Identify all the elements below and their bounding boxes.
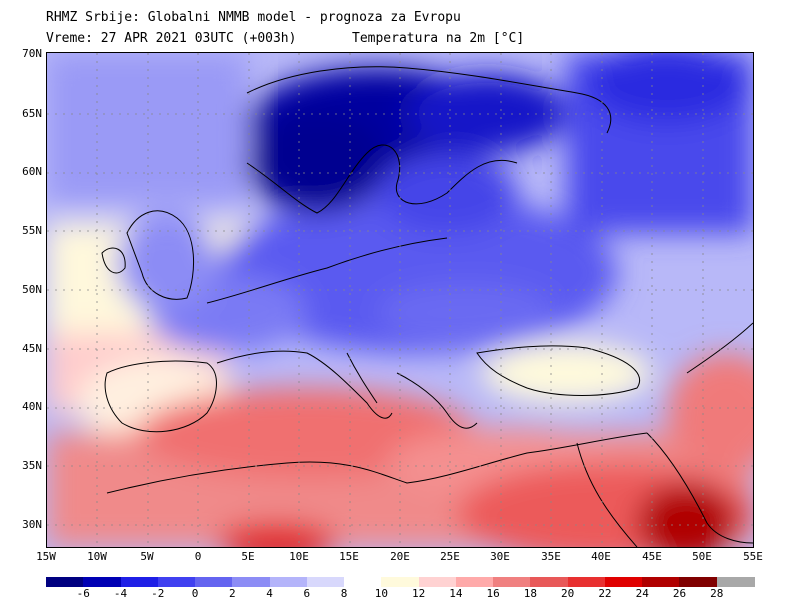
lon-label: 55E (743, 550, 763, 563)
field-name: Temperatura na 2m [°C] (352, 31, 525, 46)
legend-swatch (530, 577, 569, 587)
legend-label: 28 (710, 587, 724, 600)
legend-swatch (306, 577, 345, 587)
lon-label: 15W (36, 550, 56, 563)
lat-label: 35N (22, 459, 42, 472)
legend-swatch (493, 577, 532, 587)
legend-label: 6 (303, 587, 311, 600)
lat-label: 40N (22, 400, 42, 413)
gridlines (47, 53, 753, 547)
coastlines (101, 66, 753, 547)
lat-label: 55N (22, 224, 42, 237)
lat-label: 60N (22, 165, 42, 178)
legend-swatch (120, 577, 159, 587)
temperature-field (47, 53, 753, 547)
lon-label: 45E (642, 550, 662, 563)
legend-swatch (567, 577, 606, 587)
lon-label: 20E (390, 550, 410, 563)
legend-swatch (679, 577, 718, 587)
lat-label: 30N (22, 518, 42, 531)
lat-label: 70N (22, 47, 42, 60)
legend-label: 4 (266, 587, 273, 600)
legend-swatch (604, 577, 643, 587)
lon-label: 40E (591, 550, 611, 563)
lat-label: 45N (22, 342, 42, 355)
temperature-map (46, 52, 754, 548)
legend-label: 10 (374, 587, 388, 600)
legend-swatch (232, 577, 271, 587)
legend-swatch (46, 577, 84, 587)
legend-label: 0 (191, 587, 199, 600)
legend-label: 12 (412, 587, 426, 600)
lon-label: 35E (541, 550, 561, 563)
legend-label: 20 (561, 587, 575, 600)
legend-label: -6 (76, 587, 90, 600)
lon-label: 50E (692, 550, 712, 563)
legend-label: 24 (635, 587, 649, 600)
legend-label: 22 (598, 587, 612, 600)
legend-swatch (83, 577, 122, 587)
lat-label: 50N (22, 283, 42, 296)
legend-swatch (195, 577, 234, 587)
lat-label: 65N (22, 107, 42, 120)
legend-swatch (716, 577, 755, 587)
forecast-time: Vreme: 27 APR 2021 03UTC (+003h) (46, 31, 297, 46)
lon-label: 10E (289, 550, 309, 563)
lon-label: 10W (87, 550, 107, 563)
legend-label: -4 (113, 587, 128, 600)
lon-label: 5W (140, 550, 154, 563)
legend-swatch (269, 577, 308, 587)
legend-label: 14 (449, 587, 463, 600)
legend-label: 8 (340, 587, 348, 600)
lon-label: 0 (194, 550, 202, 563)
legend-swatch (157, 577, 196, 587)
legend-label: 18 (523, 587, 538, 600)
legend-swatch (344, 577, 383, 587)
map-title: RHMZ Srbije: Globalni NMMB model - progn… (46, 10, 461, 25)
legend-swatch (642, 577, 681, 587)
legend-label: 16 (486, 587, 500, 600)
legend-swatch (418, 577, 457, 587)
legend-label: -2 (151, 587, 165, 600)
legend-label: 2 (229, 587, 236, 600)
legend-label: 26 (672, 587, 687, 600)
lon-label: 5E (241, 550, 255, 563)
legend-swatch (455, 577, 494, 587)
lon-label: 15E (339, 550, 359, 563)
lon-label: 25E (440, 550, 460, 563)
legend-swatch (381, 577, 420, 587)
lon-label: 30E (490, 550, 510, 563)
